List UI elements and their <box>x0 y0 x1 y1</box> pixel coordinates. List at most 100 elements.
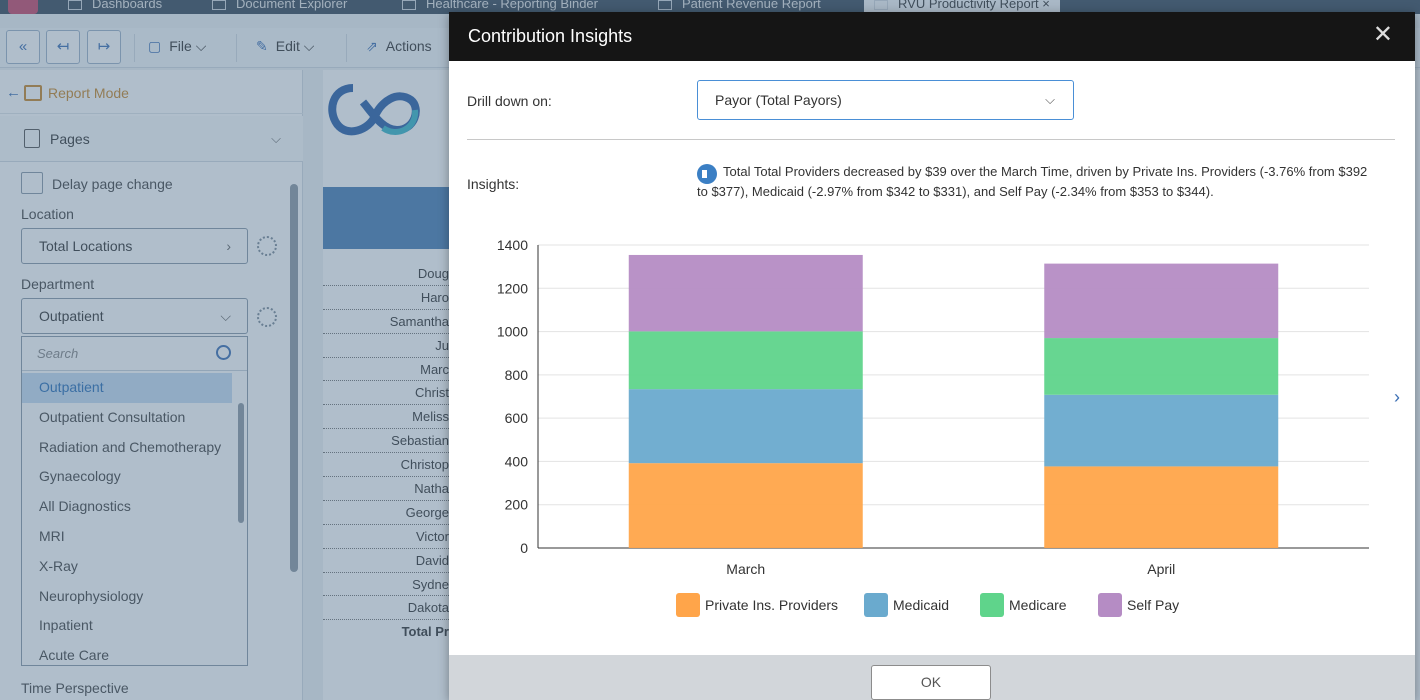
drill-down-select[interactable]: Payor (Total Payors) ⌵ <box>697 80 1074 120</box>
department-settings-gear-icon[interactable] <box>257 307 277 327</box>
tab-healthcare-binder[interactable]: Healthcare - Reporting Binder <box>402 0 598 14</box>
provider-name-cell: Haro <box>323 286 449 310</box>
department-option[interactable]: Outpatient Consultation <box>39 408 186 425</box>
department-option[interactable]: Inpatient <box>39 617 93 634</box>
bar-segment[interactable] <box>628 254 863 332</box>
department-dropdown: Search Outpatient Outpatient Consultation… <box>21 336 248 666</box>
brand-logo-icon <box>328 84 420 136</box>
pages-label: Pages <box>50 131 90 147</box>
tab-dashboards[interactable]: Dashboards <box>68 0 162 14</box>
chevron-down-icon: ⌵ <box>195 38 207 54</box>
close-tab-icon[interactable]: × <box>1042 0 1050 11</box>
provider-name-cell: Samantha <box>323 310 449 334</box>
report-icon <box>874 0 888 10</box>
report-mode-icon <box>24 85 42 101</box>
report-table-header <box>323 187 463 249</box>
chevron-down-icon: ⌵ <box>1045 92 1055 107</box>
document-icon <box>212 0 226 10</box>
chevron-down-icon: ⌵ <box>220 308 231 324</box>
legend-swatch[interactable] <box>1098 593 1122 617</box>
department-select[interactable]: Outpatient ⌵ <box>21 298 248 334</box>
y-tick-label: 600 <box>505 410 529 426</box>
legend-swatch[interactable] <box>676 593 700 617</box>
report-mode-label: Report Mode <box>48 85 129 101</box>
bar-segment[interactable] <box>1044 338 1279 395</box>
y-tick-label: 400 <box>505 453 529 469</box>
y-tick-label: 0 <box>520 540 528 556</box>
next-page-button[interactable]: ↦ <box>87 30 121 64</box>
previous-page-button[interactable]: ↤ <box>46 30 80 64</box>
first-page-button[interactable]: « <box>6 30 40 64</box>
bar-segment[interactable] <box>1044 394 1279 467</box>
department-option[interactable]: Gynaecology <box>39 468 121 485</box>
file-icon: ▢ <box>148 38 162 54</box>
tab-rvu-productivity[interactable]: RVU Productivity Report × <box>864 0 1060 14</box>
department-search-input[interactable]: Search <box>22 337 247 371</box>
report-icon <box>658 0 672 10</box>
chevron-down-icon: ⌵ <box>271 131 281 146</box>
time-perspective-label: Time Perspective <box>21 680 129 696</box>
y-tick-label: 1400 <box>497 237 528 253</box>
department-option[interactable]: Acute Care <box>39 647 110 664</box>
provider-name-column: Doug Haro Samantha Ju Marc Christ Meliss Sebast… <box>323 262 449 644</box>
provider-name-cell: David <box>323 549 449 573</box>
provider-name-cell: Dakota <box>323 596 449 621</box>
department-option[interactable]: MRI <box>39 527 65 544</box>
binder-icon <box>402 0 416 10</box>
dropdown-scrollbar[interactable] <box>238 403 244 523</box>
external-link-icon: ⇗ <box>366 38 378 54</box>
y-tick-label: 1200 <box>497 280 528 296</box>
search-icon[interactable] <box>216 345 231 360</box>
file-menu[interactable]: ▢ File ⌵ <box>148 38 207 54</box>
chevron-right-icon: › <box>226 238 231 254</box>
x-tick-label: March <box>726 561 765 577</box>
legend-swatch[interactable] <box>980 593 1004 617</box>
location-select[interactable]: Total Locations › <box>21 228 248 264</box>
department-option[interactable]: All Diagnostics <box>39 498 131 515</box>
department-label: Department <box>21 276 95 292</box>
provider-name-cell: Ju <box>323 334 449 358</box>
department-option[interactable]: Neurophysiology <box>39 587 144 604</box>
bar-segment[interactable] <box>628 331 863 390</box>
y-tick-label: 1000 <box>497 324 528 340</box>
section-divider <box>467 139 1395 140</box>
department-option[interactable]: Radiation and Chemotherapy <box>39 438 222 455</box>
toolbar-divider <box>236 34 237 62</box>
tab-patient-revenue[interactable]: Patient Revenue Report <box>658 0 821 14</box>
edit-menu[interactable]: ✎ Edit ⌵ <box>256 38 315 54</box>
legend-label: Private Ins. Providers <box>705 597 838 613</box>
bar-segment[interactable] <box>628 389 863 464</box>
legend-swatch[interactable] <box>864 593 888 617</box>
insights-text: Total Total Providers decreased by $39 o… <box>697 164 1368 199</box>
back-arrow-icon[interactable]: ← <box>6 84 21 101</box>
bar-segment[interactable] <box>1044 466 1279 548</box>
actions-menu[interactable]: ⇗ Actions <box>366 38 432 54</box>
dialog-title: Contribution Insights <box>468 26 633 46</box>
tab-document-explorer[interactable]: Document Explorer <box>212 0 347 14</box>
sidebar-scrollbar[interactable] <box>290 184 298 572</box>
provider-name-cell: Natha <box>323 477 449 501</box>
delay-page-change-checkbox[interactable] <box>21 172 43 194</box>
app-logo-icon <box>8 0 38 14</box>
report-mode-header[interactable]: ← Report Mode <box>0 78 303 114</box>
close-icon[interactable]: ✕ <box>1372 21 1393 48</box>
legend-label: Medicare <box>1009 597 1067 613</box>
filter-sidebar: ← Report Mode Pages ⌵ Delay page change … <box>0 70 303 700</box>
chevron-down-icon: ⌵ <box>303 38 315 54</box>
speaker-icon[interactable] <box>697 164 717 184</box>
bar-segment[interactable] <box>628 463 863 548</box>
legend-label: Self Pay <box>1127 597 1179 613</box>
drill-down-value: Payor (Total Payors) <box>715 92 842 108</box>
bar-segment[interactable] <box>1044 263 1279 339</box>
location-settings-gear-icon[interactable] <box>257 236 277 256</box>
department-option[interactable]: X-Ray <box>39 557 78 574</box>
toolbar-divider <box>346 34 347 62</box>
provider-name-cell: Victor <box>323 525 449 549</box>
department-option[interactable]: Outpatient <box>22 373 232 403</box>
pages-section-toggle[interactable]: Pages ⌵ <box>0 116 303 162</box>
insights-label: Insights: <box>467 176 520 192</box>
y-tick-label: 200 <box>505 497 529 513</box>
provider-name-cell: Sebastian <box>323 429 449 454</box>
next-insight-chevron-icon[interactable]: › <box>1394 387 1400 407</box>
ok-button[interactable]: OK <box>871 665 991 700</box>
